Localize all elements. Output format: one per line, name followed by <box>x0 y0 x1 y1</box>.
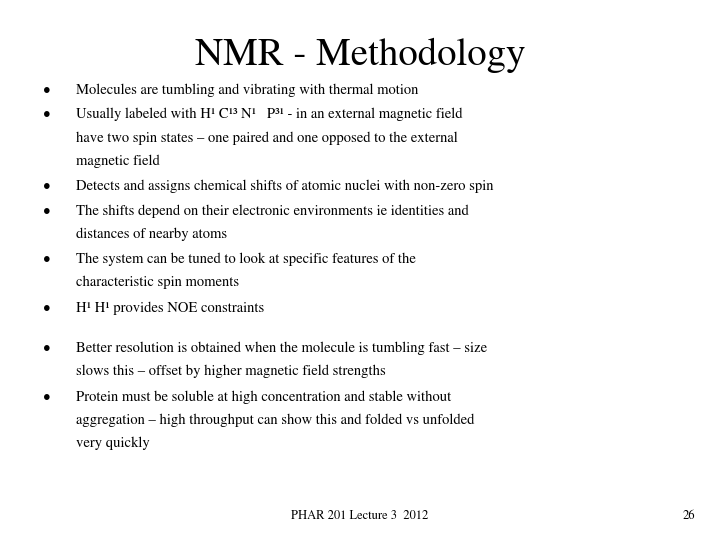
Text: PHAR 201 Lecture 3  2012: PHAR 201 Lecture 3 2012 <box>292 510 428 522</box>
Text: very quickly: very quickly <box>76 437 149 450</box>
Text: •: • <box>43 301 50 315</box>
Text: 26: 26 <box>683 510 695 522</box>
Text: •: • <box>43 253 50 266</box>
Text: distances of nearby atoms: distances of nearby atoms <box>76 227 227 241</box>
Text: •: • <box>43 108 50 122</box>
Text: •: • <box>43 341 50 355</box>
Text: Better resolution is obtained when the molecule is tumbling fast – size: Better resolution is obtained when the m… <box>76 341 487 355</box>
Text: Protein must be soluble at high concentration and stable without: Protein must be soluble at high concentr… <box>76 390 451 404</box>
Text: aggregation – high throughput can show this and folded vs unfolded: aggregation – high throughput can show t… <box>76 414 474 427</box>
Text: •: • <box>43 84 50 97</box>
Text: •: • <box>43 390 50 404</box>
Text: Detects and assigns chemical shifts of atomic nuclei with non-zero spin: Detects and assigns chemical shifts of a… <box>76 180 493 193</box>
Text: Molecules are tumbling and vibrating with thermal motion: Molecules are tumbling and vibrating wit… <box>76 84 418 97</box>
Text: Usually labeled with H¹ C¹³ N¹⁵  P³¹ - in an external magnetic field: Usually labeled with H¹ C¹³ N¹⁵ P³¹ - in… <box>76 108 462 122</box>
Text: •: • <box>43 180 50 193</box>
Text: The system can be tuned to look at specific features of the: The system can be tuned to look at speci… <box>76 253 415 266</box>
Text: magnetic field: magnetic field <box>76 154 159 168</box>
Text: have two spin states – one paired and one opposed to the external: have two spin states – one paired and on… <box>76 131 457 145</box>
Text: •: • <box>43 204 50 218</box>
Text: H¹ H¹ provides NOE constraints: H¹ H¹ provides NOE constraints <box>76 301 264 315</box>
Text: characteristic spin moments: characteristic spin moments <box>76 276 239 289</box>
Text: NMR - Methodology: NMR - Methodology <box>194 38 526 73</box>
Text: The shifts depend on their electronic environments ie identities and: The shifts depend on their electronic en… <box>76 204 468 218</box>
Text: slows this – offset by higher magnetic field strengths: slows this – offset by higher magnetic f… <box>76 364 385 378</box>
